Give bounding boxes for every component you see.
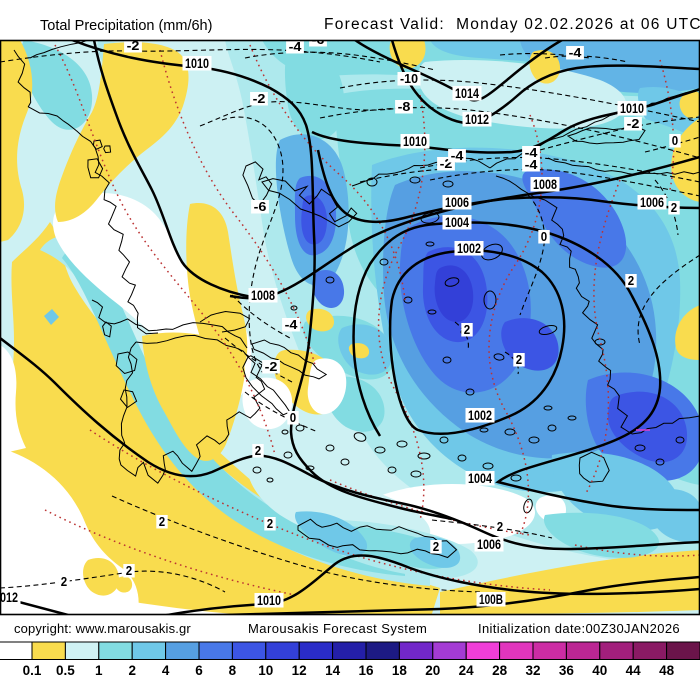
svg-text:2: 2 [267, 517, 273, 531]
svg-text:1: 1 [95, 663, 103, 678]
svg-text:0: 0 [541, 230, 547, 244]
svg-text:2: 2 [628, 274, 634, 288]
svg-text:2: 2 [126, 564, 132, 578]
svg-text:-8: -8 [398, 100, 411, 114]
svg-text:8: 8 [229, 663, 237, 678]
svg-text:32: 32 [525, 663, 540, 678]
svg-text:Forecast Valid: Monday 02.02.: Forecast Valid: Monday 02.02.2026 at 06 … [324, 16, 700, 33]
svg-text:0: 0 [672, 134, 678, 148]
svg-text:20: 20 [425, 663, 440, 678]
svg-text:18: 18 [392, 663, 408, 678]
svg-text:4: 4 [162, 663, 170, 678]
svg-text:copyright: www.marousakis.gr: copyright: www.marousakis.gr [14, 621, 191, 636]
svg-text:-2: -2 [253, 92, 266, 106]
svg-text:0.1: 0.1 [23, 663, 42, 678]
svg-text:1002: 1002 [457, 241, 481, 256]
svg-text:28: 28 [492, 663, 508, 678]
svg-text:1012: 1012 [465, 112, 489, 127]
svg-text:1006: 1006 [445, 195, 469, 210]
svg-text:2: 2 [464, 323, 470, 337]
svg-text:-4: -4 [525, 158, 538, 172]
svg-text:2: 2 [128, 663, 136, 678]
svg-text:1004: 1004 [468, 471, 492, 486]
svg-text:-2: -2 [627, 117, 640, 131]
svg-text:-4: -4 [525, 146, 538, 160]
svg-text:-6: -6 [254, 200, 267, 214]
svg-text:14: 14 [325, 663, 341, 678]
svg-text:40: 40 [592, 663, 607, 678]
svg-text:1006: 1006 [477, 537, 501, 552]
svg-text:1010: 1010 [257, 593, 281, 608]
svg-text:Marousakis Forecast System: Marousakis Forecast System [248, 621, 427, 636]
svg-text:12: 12 [292, 663, 307, 678]
svg-text:1010: 1010 [403, 134, 427, 149]
svg-text:1010: 1010 [620, 101, 644, 116]
svg-text:24: 24 [459, 663, 475, 678]
svg-text:Total Precipitation (mm/6h): Total Precipitation (mm/6h) [40, 18, 212, 34]
svg-text:2: 2 [61, 575, 67, 589]
svg-text:2: 2 [433, 540, 439, 554]
svg-text:1012: 1012 [0, 590, 18, 605]
svg-text:2: 2 [671, 201, 677, 215]
svg-text:44: 44 [626, 663, 642, 678]
svg-text:Initialization date:00Z30JAN20: Initialization date:00Z30JAN2026 [478, 621, 680, 636]
svg-text:-4: -4 [285, 318, 298, 332]
svg-text:2: 2 [255, 444, 261, 458]
svg-text:0: 0 [290, 411, 296, 425]
svg-text:1004: 1004 [445, 215, 469, 230]
svg-text:0.5: 0.5 [56, 663, 75, 678]
svg-text:48: 48 [659, 663, 675, 678]
svg-text:-10: -10 [400, 72, 418, 86]
svg-text:2: 2 [516, 353, 522, 367]
svg-text:6: 6 [195, 663, 203, 678]
svg-text:-4: -4 [569, 46, 582, 60]
svg-text:2: 2 [497, 520, 503, 534]
svg-text:16: 16 [358, 663, 374, 678]
svg-text:-6: -6 [312, 33, 325, 47]
svg-text:1010: 1010 [185, 56, 209, 71]
svg-text:100B: 100B [479, 592, 503, 607]
svg-text:-4: -4 [289, 40, 302, 54]
svg-text:36: 36 [559, 663, 575, 678]
svg-text:10: 10 [258, 663, 273, 678]
svg-text:-2: -2 [265, 360, 278, 374]
svg-text:1008: 1008 [533, 177, 557, 192]
svg-text:-2: -2 [127, 39, 140, 53]
svg-text:1006: 1006 [640, 195, 664, 210]
svg-text:1008: 1008 [251, 288, 275, 303]
svg-text:1002: 1002 [468, 408, 492, 423]
svg-text:1014: 1014 [455, 86, 479, 101]
svg-text:-4: -4 [451, 149, 464, 163]
svg-text:2: 2 [159, 515, 165, 529]
